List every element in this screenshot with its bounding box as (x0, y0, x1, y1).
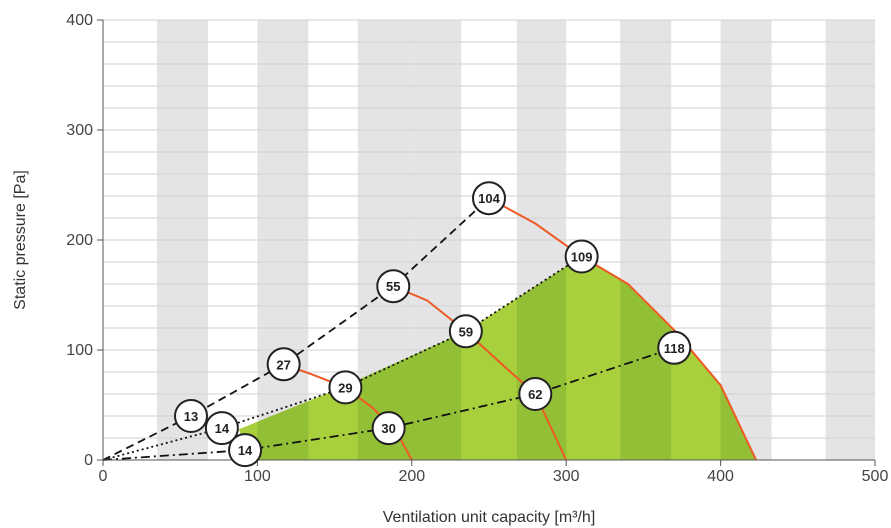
marker-circle (204, 411, 239, 446)
x-tick-label: 500 (862, 468, 889, 485)
marker-label: 59 (459, 324, 473, 339)
y-tick-label: 0 (84, 452, 93, 469)
marker-label: 55 (386, 279, 400, 294)
marker-label: 104 (478, 191, 500, 206)
y-tick-label: 400 (66, 12, 93, 29)
y-axis-label: Static pressure [Pa] (12, 170, 29, 310)
marker: 104 (472, 181, 506, 216)
marker: 14 (228, 433, 263, 468)
x-tick-label: 200 (398, 468, 425, 485)
marker-label: 30 (381, 421, 395, 436)
fan-curve (488, 197, 758, 461)
marker-circle (472, 181, 506, 216)
marker: 30 (371, 411, 406, 446)
marker: 55 (376, 269, 411, 304)
marker-label: 13 (184, 409, 198, 424)
marker-circle (371, 411, 406, 446)
marker-label: 109 (571, 250, 593, 265)
marker-label: 118 (664, 341, 685, 356)
marker-circle (518, 377, 553, 411)
marker-circle (328, 370, 363, 405)
x-tick-label: 0 (99, 468, 108, 485)
marker-label: 62 (528, 387, 542, 402)
system-curve-dashed (102, 197, 490, 461)
marker-circle (174, 399, 209, 433)
marker-circle (376, 269, 411, 304)
y-tick-label: 100 (66, 342, 93, 359)
marker: 109 (564, 239, 599, 274)
marker: 13 (174, 399, 209, 433)
x-axis-label: Ventilation unit capacity [m³/h] (383, 509, 596, 526)
marker-circle (228, 433, 263, 468)
marker: 27 (266, 347, 301, 382)
marker-circle (448, 314, 483, 349)
marker-circle (657, 330, 692, 365)
marker-label: 14 (215, 421, 230, 436)
marker: 14 (204, 411, 239, 446)
marker: 62 (518, 377, 553, 411)
marker-circle (266, 347, 301, 382)
marker-circle (564, 239, 599, 274)
marker: 29 (328, 370, 363, 405)
marker-label: 27 (276, 357, 290, 372)
marker: 59 (448, 314, 483, 349)
marker-label: 29 (338, 380, 352, 395)
marker: 118 (657, 330, 692, 365)
y-tick-label: 200 (66, 232, 93, 249)
y-tick-label: 300 (66, 122, 93, 139)
x-tick-label: 100 (244, 468, 271, 485)
x-tick-label: 300 (553, 468, 580, 485)
system-curve-dotted (102, 255, 583, 461)
markers: 13 14 14 27 29 30 55 59 62 104 109 118 (174, 181, 692, 468)
marker-label: 14 (238, 443, 253, 458)
x-tick-label: 400 (707, 468, 734, 485)
